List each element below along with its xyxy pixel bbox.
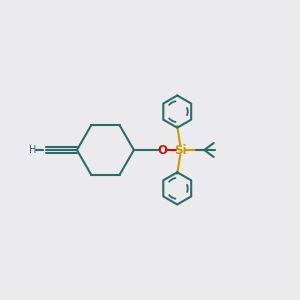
Text: Si: Si bbox=[174, 143, 187, 157]
Text: O: O bbox=[158, 143, 167, 157]
Text: H: H bbox=[29, 145, 36, 155]
